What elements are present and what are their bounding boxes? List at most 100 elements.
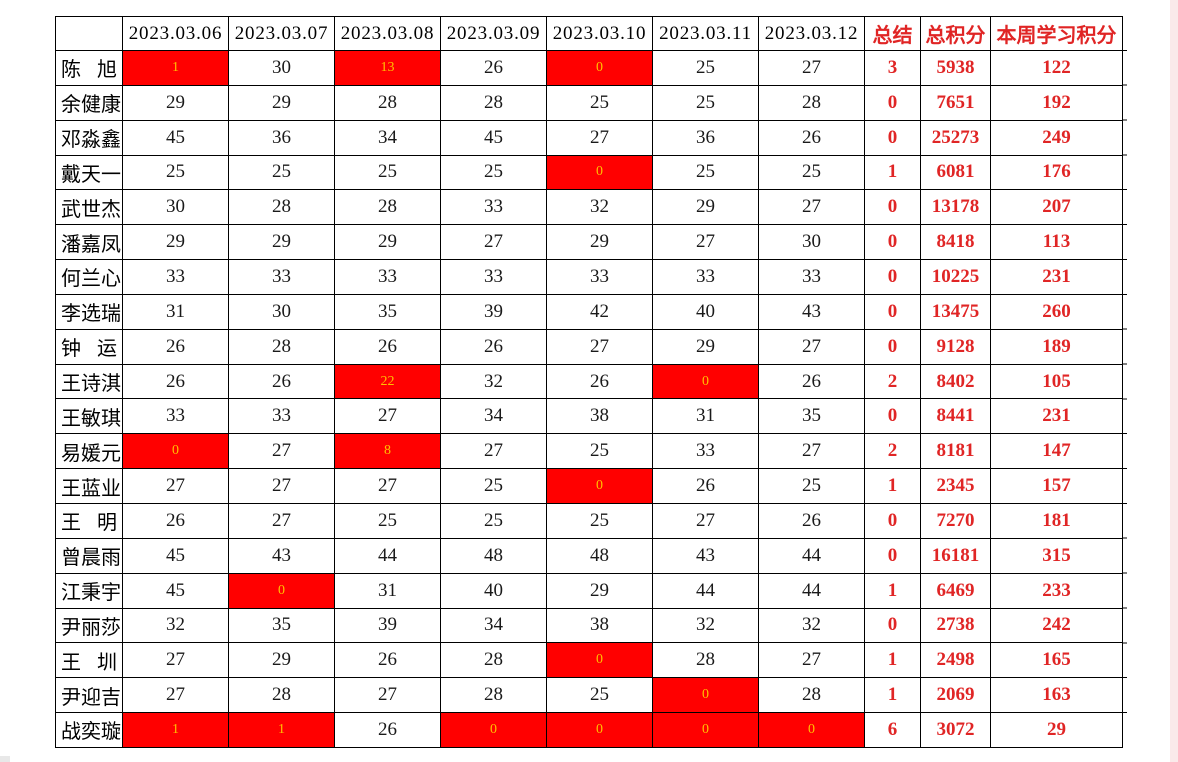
day-score-cell[interactable]: 27 <box>652 224 759 261</box>
day-score-cell[interactable]: 26 <box>334 642 441 679</box>
student-name-cell[interactable]: 王蓝业 <box>55 468 123 504</box>
total-points-cell[interactable]: 8441 <box>920 398 991 435</box>
week-points-cell[interactable]: 105 <box>990 363 1123 400</box>
day-score-cell[interactable]: 25 <box>334 154 441 191</box>
week-points-cell[interactable]: 233 <box>990 572 1123 609</box>
day-score-cell[interactable]: 27 <box>546 119 653 156</box>
day-score-cell[interactable]: 29 <box>228 224 335 261</box>
summary-cell[interactable]: 0 <box>864 537 921 574</box>
day-score-cell[interactable]: 29 <box>228 84 335 121</box>
day-score-cell[interactable]: 25 <box>440 468 547 504</box>
total-points-cell[interactable]: 3072 <box>920 712 991 748</box>
header-date-4[interactable]: 2023.03.10 <box>546 16 653 51</box>
week-points-cell[interactable]: 192 <box>990 84 1123 121</box>
day-score-cell[interactable]: 27 <box>652 502 759 539</box>
summary-cell[interactable]: 3 <box>864 50 921 86</box>
day-score-cell[interactable]: 25 <box>440 154 547 191</box>
week-points-cell[interactable]: 113 <box>990 224 1123 261</box>
total-points-cell[interactable]: 6469 <box>920 572 991 609</box>
day-score-cell[interactable]: 27 <box>122 468 229 504</box>
day-score-cell[interactable]: 33 <box>228 259 335 295</box>
day-score-cell[interactable]: 34 <box>440 607 547 644</box>
day-score-cell[interactable]: 29 <box>652 328 759 365</box>
student-name-cell[interactable]: 何兰心 <box>55 259 123 295</box>
summary-cell[interactable]: 0 <box>864 259 921 295</box>
total-points-cell[interactable]: 8181 <box>920 433 991 470</box>
day-score-cell[interactable]: 26 <box>122 502 229 539</box>
student-name-cell[interactable]: 王明 <box>55 502 123 539</box>
day-score-cell[interactable]: 45 <box>122 119 229 156</box>
summary-cell[interactable]: 0 <box>864 293 921 330</box>
day-score-cell[interactable]: 44 <box>334 537 441 574</box>
summary-cell[interactable]: 1 <box>864 468 921 504</box>
day-score-cell[interactable]: 29 <box>334 224 441 261</box>
header-total[interactable]: 总积分 <box>920 16 991 51</box>
day-score-cell[interactable]: 25 <box>652 154 759 191</box>
student-name-cell[interactable]: 邓淼鑫 <box>55 119 123 156</box>
day-score-cell[interactable]: 27 <box>758 189 865 226</box>
day-score-cell[interactable]: 25 <box>546 502 653 539</box>
day-score-cell-alert[interactable]: 1 <box>122 50 229 86</box>
day-score-cell[interactable]: 27 <box>440 433 547 470</box>
day-score-cell[interactable]: 26 <box>334 712 441 748</box>
day-score-cell[interactable]: 32 <box>758 607 865 644</box>
day-score-cell[interactable]: 45 <box>122 537 229 574</box>
day-score-cell[interactable]: 26 <box>440 328 547 365</box>
day-score-cell[interactable]: 28 <box>440 84 547 121</box>
summary-cell[interactable]: 0 <box>864 224 921 261</box>
student-name-cell[interactable]: 武世杰 <box>55 189 123 226</box>
total-points-cell[interactable]: 13178 <box>920 189 991 226</box>
header-date-6[interactable]: 2023.03.12 <box>758 16 865 51</box>
day-score-cell[interactable]: 30 <box>228 293 335 330</box>
day-score-cell[interactable]: 33 <box>122 259 229 295</box>
day-score-cell[interactable]: 25 <box>546 84 653 121</box>
day-score-cell[interactable]: 40 <box>652 293 759 330</box>
day-score-cell[interactable]: 33 <box>652 259 759 295</box>
day-score-cell[interactable]: 44 <box>652 572 759 609</box>
week-points-cell[interactable]: 242 <box>990 607 1123 644</box>
day-score-cell[interactable]: 45 <box>122 572 229 609</box>
week-points-cell[interactable]: 207 <box>990 189 1123 226</box>
day-score-cell-alert[interactable]: 1 <box>122 712 229 748</box>
total-points-cell[interactable]: 2498 <box>920 642 991 679</box>
day-score-cell[interactable]: 27 <box>122 677 229 714</box>
day-score-cell[interactable]: 33 <box>440 259 547 295</box>
day-score-cell[interactable]: 38 <box>546 398 653 435</box>
week-points-cell[interactable]: 176 <box>990 154 1123 191</box>
day-score-cell[interactable]: 48 <box>440 537 547 574</box>
day-score-cell-alert[interactable]: 0 <box>228 572 335 609</box>
header-date-3[interactable]: 2023.03.09 <box>440 16 547 51</box>
day-score-cell[interactable]: 32 <box>122 607 229 644</box>
summary-cell[interactable]: 2 <box>864 363 921 400</box>
day-score-cell[interactable]: 44 <box>758 537 865 574</box>
total-points-cell[interactable]: 2345 <box>920 468 991 504</box>
day-score-cell[interactable]: 28 <box>228 328 335 365</box>
day-score-cell-alert[interactable]: 13 <box>334 50 441 86</box>
summary-cell[interactable]: 0 <box>864 119 921 156</box>
student-name-cell[interactable]: 尹丽莎 <box>55 607 123 644</box>
day-score-cell-alert[interactable]: 22 <box>334 363 441 400</box>
total-points-cell[interactable]: 2738 <box>920 607 991 644</box>
day-score-cell[interactable]: 34 <box>440 398 547 435</box>
day-score-cell[interactable]: 48 <box>546 537 653 574</box>
week-points-cell[interactable]: 249 <box>990 119 1123 156</box>
summary-cell[interactable]: 0 <box>864 502 921 539</box>
day-score-cell[interactable]: 25 <box>758 154 865 191</box>
student-name-cell[interactable]: 戴天一 <box>55 154 123 191</box>
day-score-cell[interactable]: 27 <box>334 468 441 504</box>
summary-cell[interactable]: 1 <box>864 572 921 609</box>
day-score-cell[interactable]: 29 <box>122 84 229 121</box>
day-score-cell[interactable]: 28 <box>334 84 441 121</box>
week-points-cell[interactable]: 29 <box>990 712 1123 748</box>
day-score-cell[interactable]: 31 <box>334 572 441 609</box>
student-name-cell[interactable]: 陈旭 <box>55 50 123 86</box>
student-name-cell[interactable]: 尹迎吉 <box>55 677 123 714</box>
day-score-cell[interactable]: 36 <box>228 119 335 156</box>
summary-cell[interactable]: 0 <box>864 398 921 435</box>
week-points-cell[interactable]: 189 <box>990 328 1123 365</box>
day-score-cell[interactable]: 27 <box>546 328 653 365</box>
day-score-cell[interactable]: 36 <box>652 119 759 156</box>
day-score-cell[interactable]: 25 <box>122 154 229 191</box>
day-score-cell[interactable]: 28 <box>228 677 335 714</box>
day-score-cell[interactable]: 33 <box>758 259 865 295</box>
